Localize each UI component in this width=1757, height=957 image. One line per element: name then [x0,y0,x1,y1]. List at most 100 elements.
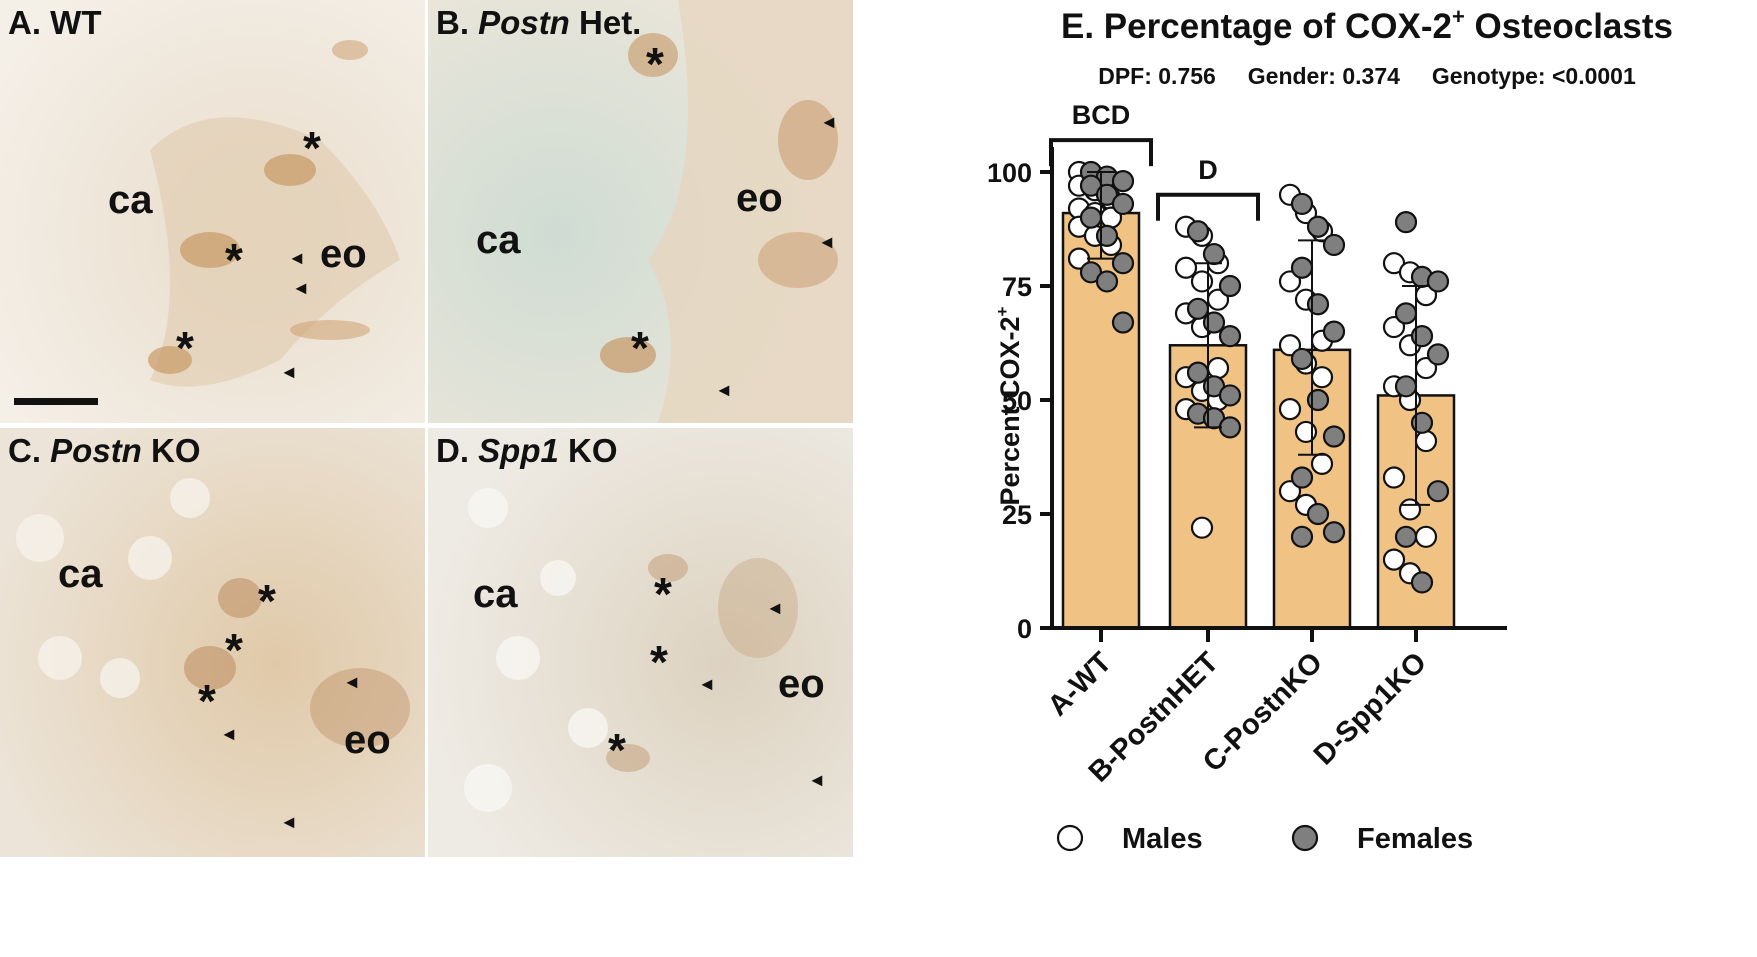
arrowhead-marker: ◄ [820,112,838,132]
female-data-point [1079,206,1103,229]
y-tick-label: 0 [1017,614,1032,644]
osteoclast-asterisk: * [646,38,664,90]
female-data-point [1186,220,1210,243]
micrograph-panel-d: D. Spp1 KO ca eo * * * ◄ ◄ ◄ [428,428,853,857]
endochondral-ossification-label: eo [320,232,367,276]
male-data-point [1414,429,1438,453]
significance-label: BCD [1072,100,1131,130]
female-data-point [1290,525,1314,548]
osteoclast-asterisk: * [654,568,672,620]
legend-label: Females [1357,823,1473,855]
endochondral-ossification-label: eo [778,662,825,706]
female-data-point [1290,466,1314,489]
osteoclast-asterisk: * [198,675,216,727]
cox2-osteoclast-chart: E. Percentage of COX-2+ Osteoclasts DPF:… [987,4,1673,855]
male-data-point [1382,315,1406,339]
female-data-point [1218,325,1242,348]
osteoclast-asterisk: * [225,624,243,676]
y-tick-label: 100 [987,158,1032,188]
legend-label: Males [1122,823,1203,855]
osteoclast-asterisk: * [258,575,276,627]
male-data-point [1278,334,1302,357]
arrowhead-marker: ◄ [280,812,298,832]
y-tick-label: 25 [1002,500,1032,530]
osteoclast-asterisk: * [608,724,626,776]
arrowhead-marker: ◄ [715,380,733,400]
female-data-point [1111,192,1135,216]
arrowhead-marker: ◄ [280,362,298,382]
osteoclast-asterisk: * [631,322,649,374]
cartilage-label: ca [473,572,518,616]
cartilage-label: ca [58,552,103,596]
legend-marker [1291,824,1319,852]
micrograph-b-image [428,0,853,423]
female-data-point [1218,384,1242,407]
male-data-point [1382,548,1406,571]
y-axis-label: Percent COX-2+ [993,306,1025,505]
panel-d-label: D. Spp1 KO [436,432,618,469]
panel-c-label: C. Postn KO [8,432,201,469]
male-data-point [1414,525,1438,548]
female-data-point [1111,252,1135,275]
female-data-point [1322,233,1346,257]
male-data-point [1310,366,1334,389]
y-tick-label: 75 [1002,272,1032,302]
female-data-point [1290,256,1314,279]
arrowhead-marker: ◄ [288,248,306,268]
female-data-point [1426,343,1450,366]
female-data-point [1095,270,1119,293]
plot-area: 0255075100A-WTB-PostnHETC-PostnKOD-Spp1K… [987,100,1507,855]
arrowhead-marker: ◄ [292,278,310,298]
arrowhead-marker: ◄ [220,724,238,744]
female-data-point [1410,571,1434,594]
male-data-point [1190,516,1214,539]
female-data-point [1322,425,1346,448]
micrograph-c-image [0,428,425,857]
female-data-point [1186,361,1210,384]
x-tick-label: D-Spp1KO [1308,646,1433,771]
arrowhead-marker: ◄ [343,672,361,692]
cartilage-label: ca [108,178,153,222]
arrowhead-marker: ◄ [818,232,836,252]
panel-a-label: A. WT [8,4,102,41]
osteoclast-asterisk: * [650,636,668,688]
arrowhead-marker: ◄ [698,674,716,694]
female-data-point [1306,215,1330,238]
osteoclast-asterisk: * [303,122,321,174]
female-data-point [1111,170,1135,193]
arrowhead-marker: ◄ [766,598,784,618]
female-data-point [1394,525,1418,548]
female-data-point [1202,242,1226,266]
osteoclast-asterisk: * [225,234,243,286]
significance-bracket [1049,138,1153,167]
male-data-point [1278,398,1302,421]
x-tick-label: A-WT [1042,646,1118,722]
endochondral-ossification-label: eo [344,718,391,762]
significance-bracket [1156,192,1260,221]
male-data-point [1206,356,1230,380]
micrograph-d-image [428,428,853,857]
significance-label: D [1198,155,1218,185]
micrograph-panel-a: A. WT ca eo * * * ◄ ◄ ◄ [0,0,425,423]
panel-b-label: B. Postn Het. [436,4,642,41]
female-data-point [1186,297,1210,320]
male-data-point [1278,270,1302,293]
osteoclast-asterisk: * [176,322,194,374]
endochondral-ossification-label: eo [736,176,783,220]
female-data-point [1218,416,1242,439]
male-data-point [1382,466,1406,489]
chart-subtitle: DPF: 0.756 Gender: 0.374 Genotype: <0.00… [1098,63,1636,89]
female-data-point [1426,270,1450,293]
male-data-point [1310,452,1334,475]
female-data-point [1218,274,1242,298]
legend-marker [1056,824,1084,852]
chart-title: E. Percentage of COX-2+ Osteoclasts [1061,4,1673,46]
female-data-point [1394,375,1418,398]
female-data-point [1394,302,1418,325]
female-data-point [1290,347,1314,371]
micrograph-panel-b: B. Postn Het. ca eo * * ◄ ◄ ◄ [428,0,853,423]
micrograph-panel-c: C. Postn KO ca eo * * * ◄ ◄ ◄ [0,428,425,857]
scale-bar [14,398,98,405]
female-data-point [1111,311,1135,334]
micrograph-a-image [0,0,425,423]
